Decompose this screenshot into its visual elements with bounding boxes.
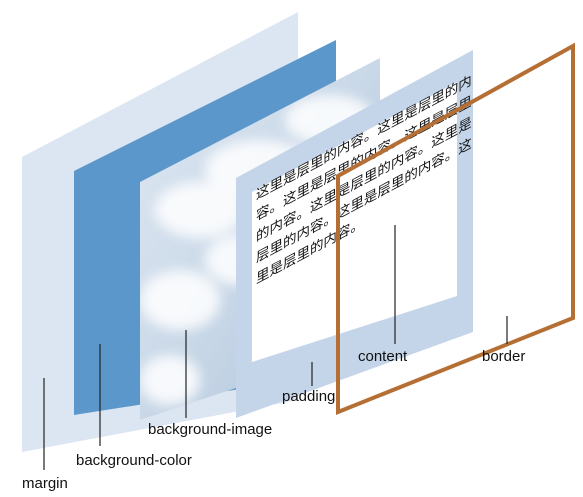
- border-label: border: [482, 348, 525, 365]
- content-label: content: [358, 348, 408, 365]
- background-color-label: background-color: [76, 452, 192, 469]
- padding-label: padding: [282, 388, 335, 405]
- content-area: [252, 82, 457, 362]
- margin-label: margin: [22, 475, 68, 492]
- background-image-label: background-image: [148, 421, 272, 438]
- border-frame: [336, 42, 575, 415]
- leader-lines: [43, 225, 508, 470]
